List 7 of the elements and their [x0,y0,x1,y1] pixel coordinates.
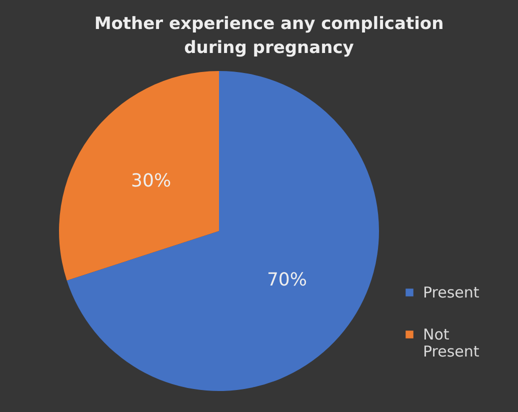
legend-label: Not Present [423,326,480,360]
data-label: 30% [131,170,172,192]
pie-slice [59,71,219,280]
pie-slice [66,71,379,391]
chart-title: Mother experience any complication during pregnancy [94,14,444,58]
data-label: 70% [266,269,307,290]
legend-label: Present [423,284,480,302]
